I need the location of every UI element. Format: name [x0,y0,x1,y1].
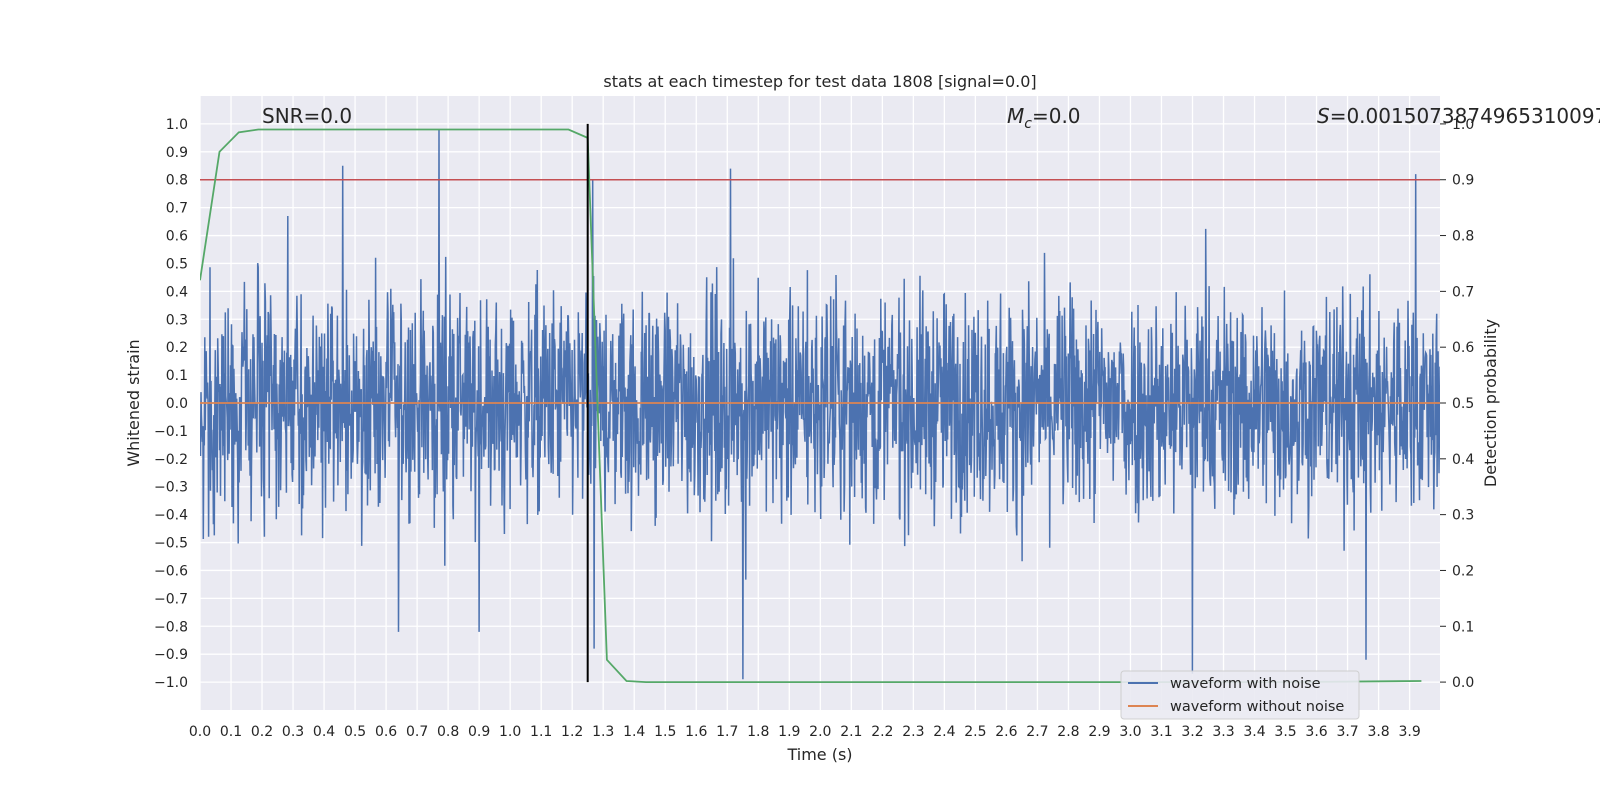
y-tick-label: −0.1 [154,424,188,440]
y-tick-label: −0.3 [154,480,188,496]
x-tick-label: 3.1 [1150,724,1172,740]
y2-tick-label: 0.4 [1452,452,1474,468]
x-tick-label: 3.5 [1274,724,1296,740]
x-tick-label: 2.2 [871,724,893,740]
y2-axis-label: Detection probability [1481,319,1500,487]
y-tick-label: 0.9 [166,145,188,161]
y-tick-label: 0.4 [166,284,188,300]
x-tick-label: 0.1 [220,724,242,740]
x-tick-label: 1.6 [685,724,707,740]
y-tick-label: 0.2 [166,340,188,356]
x-tick-label: 1.3 [592,724,614,740]
series-layer [200,123,1440,683]
legend-label-noise: waveform with noise [1170,676,1321,692]
x-tick-label: 0.4 [313,724,335,740]
x-tick-label: 2.4 [933,724,955,740]
x-tick-label: 2.8 [1057,724,1079,740]
x-tick-label: 2.5 [964,724,986,740]
x-tick-label: 0.6 [375,724,397,740]
y2-tick-label: 0.8 [1452,229,1474,245]
s-annotation: S=0.0015073874965310097 [1317,104,1600,128]
x-tick-label: 3.6 [1305,724,1327,740]
x-tick-label: 0.3 [282,724,304,740]
y-tick-label: 0.6 [166,229,188,245]
y-tick-label: 0.7 [166,201,188,217]
x-tick-label: 2.6 [995,724,1017,740]
y-tick-label: −1.0 [154,675,188,691]
ticks: 0.0 0.1 0.2 0.3 0.4 0.5 0.6 0.7 0.8 0.9 1.0 1.1 1.2 1… [154,117,1474,740]
y2-tick-label: 0.1 [1452,619,1474,635]
x-axis-label: Time (s) [786,745,852,764]
mc-annotation: Mc=0.0 [1007,104,1081,132]
x-tick-label: 2.3 [902,724,924,740]
y2-tick-label: 0.5 [1452,396,1474,412]
mc-symbol: M [1007,104,1024,128]
y-tick-label: −0.6 [154,563,188,579]
series-waveform-with-noise [200,129,1440,680]
x-tick-label: 1.8 [747,724,769,740]
x-tick-label: 3.7 [1336,724,1358,740]
y2-tick-label: 0.9 [1452,173,1474,189]
x-tick-label: 2.1 [840,724,862,740]
y-axis-label: Whitened strain [124,339,143,466]
y-tick-label: −0.5 [154,536,188,552]
y-tick-label: 1.0 [166,117,188,133]
mc-value: =0.0 [1032,104,1081,128]
y2-tick-label: 0.3 [1452,508,1474,524]
y2-tick-label: 1.0 [1452,117,1474,133]
x-tick-label: 1.9 [778,724,800,740]
legend: waveform with noise waveform without noi… [1120,670,1360,720]
snr-annotation: SNR=0.0 [262,104,352,128]
x-tick-label: 3.8 [1367,724,1389,740]
x-tick-label: 3.9 [1398,724,1420,740]
x-tick-label: 1.5 [654,724,676,740]
x-tick-label: 3.0 [1119,724,1141,740]
x-tick-label: 1.0 [499,724,521,740]
x-tick-label: 2.7 [1026,724,1048,740]
y-tick-label: −0.7 [154,591,188,607]
x-tick-label: 0.7 [406,724,428,740]
x-tick-label: 2.0 [809,724,831,740]
y-tick-label: −0.2 [154,452,188,468]
s-value: =0.0015073874965310097 [1330,104,1600,128]
x-tick-label: 0.5 [344,724,366,740]
x-tick-label: 3.2 [1181,724,1203,740]
y-tick-label: 0.3 [166,312,188,328]
y2-tick-label: 0.7 [1452,284,1474,300]
x-tick-label: 1.1 [530,724,552,740]
x-tick-label: 0.2 [251,724,273,740]
s-symbol: S [1317,104,1330,128]
x-tick-label: 0.9 [468,724,490,740]
y-tick-label: 0.8 [166,173,188,189]
y-tick-label: 0.1 [166,368,188,384]
y2-tick-label: 0.0 [1452,675,1474,691]
x-tick-label: 2.9 [1088,724,1110,740]
x-tick-label: 1.2 [561,724,583,740]
y-tick-label: −0.9 [154,647,188,663]
x-tick-label: 3.3 [1212,724,1234,740]
chart-title: stats at each timestep for test data 180… [603,72,1036,91]
legend-box [1120,670,1360,720]
x-tick-label: 3.4 [1243,724,1265,740]
y-tick-label: −0.4 [154,508,188,524]
x-tick-label: 1.4 [623,724,645,740]
y2-tick-label: 0.6 [1452,340,1474,356]
x-tick-label: 0.0 [189,724,211,740]
y-tick-label: −0.8 [154,619,188,635]
y-tick-label: 0.0 [166,396,188,412]
y2-tick-label: 0.2 [1452,563,1474,579]
y-tick-label: 0.5 [166,256,188,272]
mc-subscript: c [1024,116,1032,132]
x-tick-label: 0.8 [437,724,459,740]
legend-label-clean: waveform without noise [1170,699,1344,715]
x-tick-label: 1.7 [716,724,738,740]
